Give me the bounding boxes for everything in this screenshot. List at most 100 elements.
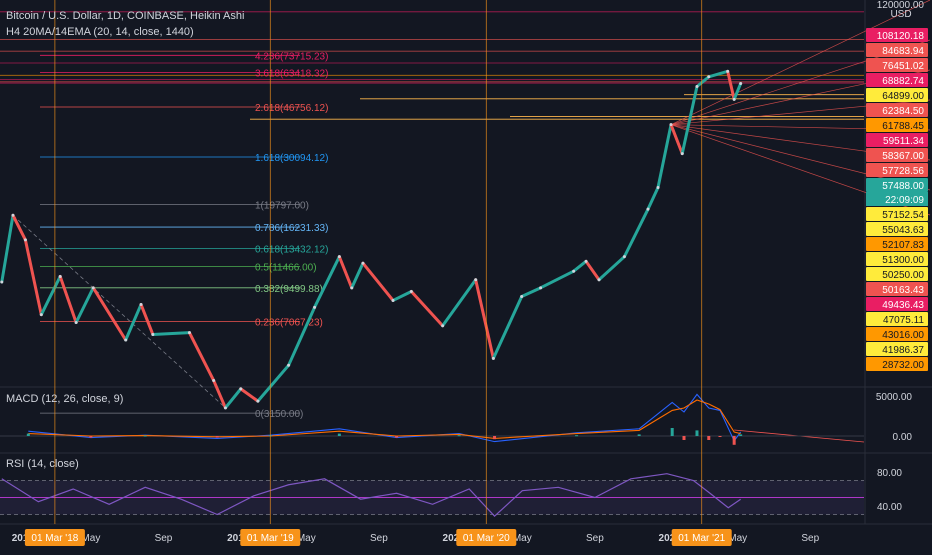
date-marker-badge[interactable] — [24, 529, 85, 546]
price-point — [726, 69, 730, 73]
macd-histogram-bar — [695, 430, 699, 436]
macd-axis-tick: 5000.00 — [876, 392, 913, 403]
price-axis-label: 62384.50 — [882, 106, 924, 117]
macd-histogram-bar — [718, 436, 722, 437]
price-axis-label: 108120.18 — [877, 31, 925, 42]
price-segment — [707, 69, 730, 79]
price-axis-label: 64899.00 — [882, 91, 924, 102]
time-axis-tick: Sep — [801, 533, 819, 544]
macd-histogram-bar — [26, 433, 30, 436]
rsi-pane[interactable] — [0, 473, 864, 518]
price-segment — [187, 331, 216, 382]
price-segment — [539, 269, 576, 290]
macd-histogram-bar — [215, 436, 219, 438]
macd-pane[interactable] — [0, 393, 864, 445]
price-segment — [313, 255, 341, 309]
macd-histogram-bar — [637, 434, 641, 436]
price-point — [256, 399, 260, 403]
price-segment — [622, 207, 650, 259]
time-axis[interactable]: 201 May Sep 201 May Sep 202 May Sep 202 May Sep 01 M… — [12, 529, 820, 546]
price-point — [287, 363, 291, 367]
price-axis-label-box — [866, 58, 928, 72]
price-segment — [520, 286, 543, 299]
date-marker-badge[interactable] — [240, 529, 301, 546]
fib-level-label: 0.618(13432.12) — [255, 245, 328, 256]
price-axis-label-box — [866, 207, 928, 221]
price-axis-label: 49436.43 — [882, 300, 924, 311]
price-segment — [695, 75, 711, 88]
price-point — [23, 238, 27, 242]
time-axis-tick: May — [297, 533, 316, 544]
price-axis-label: 51300.00 — [882, 255, 924, 266]
price-axis-label-box — [866, 103, 928, 117]
price-axis-label: 68882.74 — [882, 76, 924, 87]
price-segment — [597, 255, 626, 282]
macd-histogram-bar — [457, 435, 461, 437]
price-point — [656, 185, 660, 189]
fib-level-label: 1.618(30094.12) — [255, 153, 328, 164]
fib-level-label: 0.786(16231.33) — [255, 223, 328, 234]
fib-level-label: 0.236(7067.23) — [255, 317, 323, 328]
price-segment — [474, 278, 495, 360]
date-marker-badge[interactable] — [671, 529, 732, 546]
price-segment — [361, 261, 395, 302]
price-series — [0, 69, 743, 410]
macd-histogram-bar — [682, 436, 686, 440]
price-segment — [58, 274, 78, 324]
price-segment — [656, 123, 673, 189]
price-axis-label-box — [866, 267, 928, 281]
price-point — [39, 313, 43, 317]
price-segment — [680, 84, 699, 156]
fib-trend-line — [12, 215, 226, 409]
date-marker-badge[interactable] — [456, 529, 517, 546]
price-point — [58, 274, 62, 278]
price-axis-label: 76451.02 — [882, 61, 924, 72]
rsi-label: RSI (14, close) — [6, 458, 79, 470]
price-point — [11, 213, 15, 217]
date-marker-label: 01 Mar '18 — [31, 533, 78, 544]
indicator-label: H4 20MA/14EMA (20, 14, close, 1440) — [6, 26, 194, 38]
price-point — [409, 289, 413, 293]
time-axis-tick: May — [513, 533, 532, 544]
price-point — [151, 332, 155, 336]
price-point — [584, 259, 588, 263]
fib-level-label: 1(19797.00) — [255, 201, 309, 212]
price-pane[interactable]: 4.236(73715.23) 3.618(63418.32) 2.618(4675… — [0, 0, 931, 443]
price-axis-currency: USD — [890, 9, 911, 20]
price-axis-label-box — [866, 178, 928, 192]
time-axis-tick: 201 — [227, 533, 244, 544]
price-axis-label: 57152.54 — [882, 210, 924, 221]
price-axis-label: 28732.00 — [882, 360, 924, 371]
price-point — [622, 255, 626, 259]
time-axis-tick: 202 — [659, 533, 676, 544]
price-segment — [151, 331, 191, 336]
price-segment — [584, 259, 601, 282]
price-axis-label-box — [866, 312, 928, 326]
chart-title: Bitcoin / U.S. Dollar, 1D, COINBASE, Hei… — [6, 10, 244, 22]
price-axis-label-box — [866, 222, 928, 236]
price-point — [74, 320, 78, 324]
time-axis-tick: 202 — [443, 533, 460, 544]
macd-histogram-bar — [739, 434, 743, 436]
time-axis-tick: May — [728, 533, 747, 544]
price-point — [669, 123, 673, 127]
price-point — [572, 269, 576, 273]
price-axis-label-box — [866, 73, 928, 87]
fib-level-label: 2.618(46756.12) — [255, 103, 328, 114]
time-axis-tick: 201 — [12, 533, 29, 544]
price-point — [350, 286, 354, 290]
fib-level-label: 0.5(11466.00) — [255, 262, 317, 273]
price-segment — [572, 259, 588, 273]
price-segment — [726, 69, 736, 101]
price-segment — [223, 387, 243, 410]
price-point — [337, 255, 341, 259]
price-axis-label-box — [866, 163, 928, 177]
price-axis-label: 47075.11 — [883, 315, 924, 326]
price-segment — [646, 185, 660, 211]
price-axis-label: 84683.94 — [882, 46, 924, 57]
macd-histogram-bar — [89, 436, 93, 438]
price-segment — [23, 238, 43, 317]
price-axis[interactable]: 108120.18 84683.94 76451.02 68882.74 64899.0… — [866, 28, 928, 513]
